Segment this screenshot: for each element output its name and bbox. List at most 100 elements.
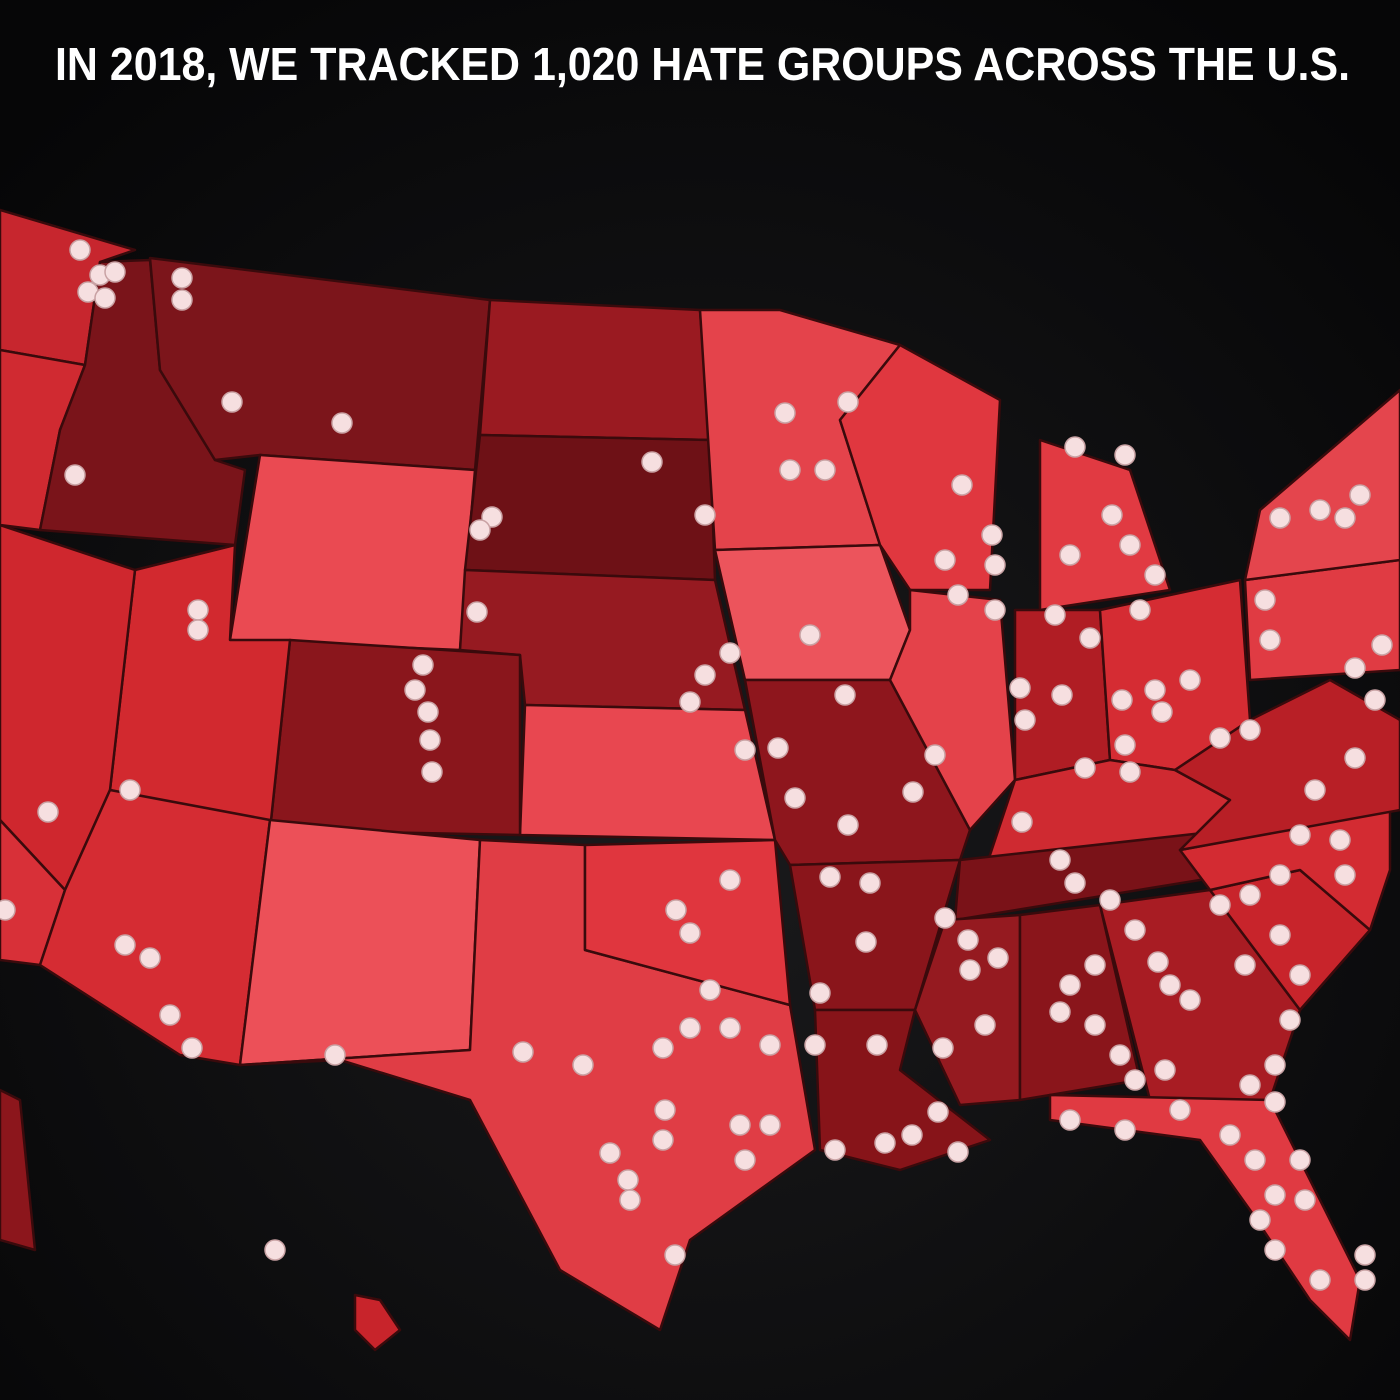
group-marker [1269, 924, 1291, 946]
group-markers [0, 239, 1393, 1291]
group-marker [1264, 1091, 1286, 1113]
group-marker [1289, 964, 1311, 986]
group-marker [719, 869, 741, 891]
group-marker [1059, 1109, 1081, 1131]
group-marker [1234, 954, 1256, 976]
group-marker [1151, 701, 1173, 723]
group-marker [932, 1037, 954, 1059]
group-marker [694, 504, 716, 526]
group-marker [652, 1037, 674, 1059]
state [838, 343, 1002, 592]
state [713, 543, 912, 682]
group-marker [641, 451, 663, 473]
group-marker [837, 391, 859, 413]
group-marker [572, 1054, 594, 1076]
group-marker [1111, 689, 1133, 711]
states [0, 208, 1400, 1352]
state [478, 298, 712, 442]
group-marker [69, 239, 91, 261]
group-marker [1064, 872, 1086, 894]
group-marker [759, 1034, 781, 1056]
group-marker [1159, 974, 1181, 996]
group-marker [171, 289, 193, 311]
group-marker [799, 624, 821, 646]
group-marker [734, 739, 756, 761]
group-marker [1144, 679, 1166, 701]
group-marker [934, 549, 956, 571]
group-marker [924, 744, 946, 766]
group-marker [1074, 757, 1096, 779]
group-marker [984, 554, 1006, 576]
group-marker [421, 761, 443, 783]
state [518, 703, 777, 842]
group-marker [64, 464, 86, 486]
group-marker [1264, 1184, 1286, 1206]
group-marker [1044, 604, 1066, 626]
group-marker [779, 459, 801, 481]
group-marker [1147, 951, 1169, 973]
group-marker [809, 982, 831, 1004]
group-marker [1371, 634, 1393, 656]
group-marker [1014, 709, 1036, 731]
group-marker [974, 1014, 996, 1036]
group-marker [1011, 811, 1033, 833]
group-marker [1051, 684, 1073, 706]
group-marker [1354, 1244, 1376, 1266]
group-marker [1244, 1149, 1266, 1171]
group-marker [1239, 1074, 1261, 1096]
group-marker [466, 601, 488, 623]
group-marker [469, 519, 491, 541]
group-marker [1114, 444, 1136, 466]
group-marker [719, 642, 741, 664]
group-marker [1154, 1059, 1176, 1081]
group-marker [1304, 779, 1326, 801]
group-marker [617, 1169, 639, 1191]
group-marker [1101, 504, 1123, 526]
group-marker [759, 1114, 781, 1136]
group-marker [1114, 734, 1136, 756]
group-marker [1079, 627, 1101, 649]
group-marker [901, 1124, 923, 1146]
state [888, 588, 1017, 832]
group-marker [679, 922, 701, 944]
group-marker [1344, 747, 1366, 769]
group-marker [1084, 1014, 1106, 1036]
group-marker [699, 979, 721, 1001]
state [38, 258, 247, 547]
group-marker [837, 814, 859, 836]
group-marker [934, 907, 956, 929]
group-marker [1124, 919, 1146, 941]
state [268, 638, 522, 837]
group-marker [804, 1034, 826, 1056]
group-marker [619, 1189, 641, 1211]
group-marker [774, 402, 796, 424]
group-marker [734, 1149, 756, 1171]
state [0, 1088, 37, 1252]
group-marker [1289, 1149, 1311, 1171]
group-marker [834, 684, 856, 706]
group-marker [1114, 1119, 1136, 1141]
map-title: IN 2018, WE TRACKED 1,020 HATE GROUPS AC… [55, 38, 1350, 90]
group-marker [665, 899, 687, 921]
group-marker [94, 287, 116, 309]
group-marker [984, 599, 1006, 621]
state [238, 818, 482, 1067]
group-marker [855, 931, 877, 953]
group-marker [874, 1132, 896, 1154]
group-marker [1119, 761, 1141, 783]
group-marker [171, 267, 193, 289]
group-marker [1219, 1124, 1241, 1146]
group-marker [947, 1141, 969, 1163]
group-marker [404, 679, 426, 701]
state [228, 453, 477, 652]
group-marker [1239, 719, 1261, 741]
group-marker [1119, 534, 1141, 556]
group-marker [1144, 564, 1166, 586]
group-marker [981, 524, 1003, 546]
group-marker [187, 599, 209, 621]
group-marker [1064, 436, 1086, 458]
group-marker [957, 929, 979, 951]
group-marker [719, 1017, 741, 1039]
group-marker [1099, 889, 1121, 911]
